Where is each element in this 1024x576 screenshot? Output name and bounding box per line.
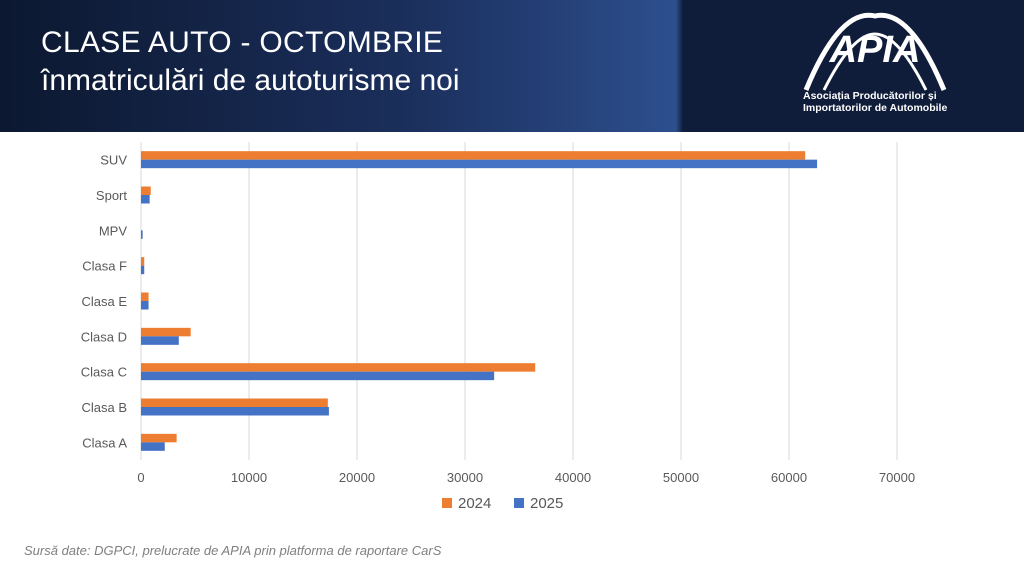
bar-2025-clasa-d [141,336,179,345]
category-label: Clasa D [81,329,127,344]
bar-chart: SUV Sport MPV Clasa F Clasa E Clasa D Clasa C C… [81,142,915,512]
x-tick-label: 30000 [447,470,483,485]
logo-caption: Asociația Producătorilor și Importatoril… [803,90,1003,114]
category-label: Clasa A [82,435,127,450]
bar-2025-mpv [141,230,143,239]
bar-2025-clasa-c [141,371,495,381]
bar-2025-clasa-e [141,301,149,310]
bar-2024-clasa-d [141,327,191,337]
page-title: CLASE AUTO - OCTOMBRIE [41,26,444,59]
apia-logo: APIA [803,12,947,91]
bar-2024-clasa-e [141,292,149,301]
bar-2024-clasa-a [141,433,177,443]
logo-caption-line1: Asociația Producătorilor și [803,90,937,102]
legend: 2024 2025 [442,495,563,512]
category-label: Sport [96,188,127,203]
category-labels: SUV Sport MPV Clasa F Clasa E Clasa D Clasa C C… [81,153,128,451]
legend-label: 2025 [530,495,563,512]
bar-2025-clasa-a [141,442,165,451]
category-label: Clasa F [82,259,127,274]
legend-label: 2024 [458,495,491,512]
bar-2025-suv [141,159,818,169]
category-label: SUV [100,153,127,168]
category-label: Clasa E [81,294,127,309]
x-tick-label: 60000 [771,470,807,485]
bar-2024-clasa-c [141,363,536,372]
page-subtitle: înmatriculări de autoturisme noi [41,64,460,97]
legend-swatch [514,498,524,508]
bar-2024-clasa-f [141,257,145,266]
x-tick-label: 40000 [555,470,591,485]
category-label: Clasa B [81,400,127,415]
bar-2025-clasa-f [141,265,145,275]
x-tick-label: 20000 [339,470,375,485]
bar-2025-sport [141,195,150,204]
bar-2024-clasa-b [141,398,328,407]
category-label: Clasa C [81,365,127,380]
bars [141,151,818,451]
source-note: Sursă date: DGPCI, prelucrate de APIA pr… [24,543,442,558]
x-tick-label: 70000 [879,470,915,485]
bar-2025-clasa-b [141,407,329,416]
header-banner: CLASE AUTO - OCTOMBRIE înmatriculări de … [0,0,1024,132]
category-label: MPV [99,223,128,238]
logo-caption-line2: Importatorilor de Automobile [803,102,948,114]
x-tick-label: 0 [137,470,144,485]
bar-2024-sport [141,186,151,195]
bar-2024-suv [141,151,806,160]
legend-swatch [442,498,452,508]
x-tick-label: 50000 [663,470,699,485]
x-tick-labels: 0 10000 20000 30000 40000 50000 60000 70000 [137,470,915,485]
x-tick-label: 10000 [231,470,267,485]
logo-wordmark: APIA [829,29,921,71]
